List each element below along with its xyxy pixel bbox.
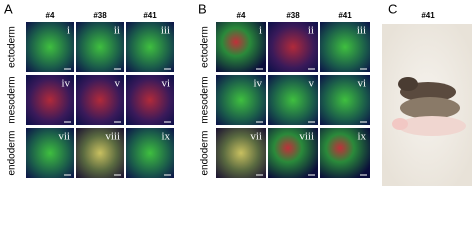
mouse (392, 118, 408, 130)
panel-numeral: ix (161, 131, 170, 143)
micrograph (268, 22, 318, 72)
panel-numeral: ii (114, 25, 120, 37)
micrograph (320, 75, 370, 125)
column-label: #38 (93, 11, 107, 20)
panel-numeral: i (67, 25, 70, 37)
panel-numeral: iv (253, 78, 262, 90)
micrograph (76, 22, 124, 72)
panel-numeral: vi (161, 78, 170, 90)
micrograph (126, 128, 174, 178)
panel-numeral: ii (308, 25, 314, 37)
panel-numeral: v (309, 78, 315, 90)
row-label: ectoderm (200, 26, 211, 68)
panel-numeral: iii (357, 25, 366, 37)
column-label: #41 (143, 11, 157, 20)
panel-numeral: iii (161, 25, 170, 37)
panel-label: C (388, 1, 397, 16)
panel-numeral: vii (250, 131, 262, 143)
row-label: endoderm (200, 130, 211, 175)
micrograph (320, 128, 370, 178)
micrograph (76, 128, 124, 178)
column-label: #38 (286, 11, 300, 20)
mouse (398, 77, 418, 91)
panel-numeral: ix (357, 131, 366, 143)
row-label: mesoderm (200, 76, 211, 123)
panel-numeral: iv (61, 78, 70, 90)
micrograph (26, 75, 74, 125)
micrograph (26, 22, 74, 72)
column-label: #41 (421, 11, 435, 20)
mouse (398, 116, 466, 136)
micrograph (126, 75, 174, 125)
panel-numeral: v (115, 78, 121, 90)
micrograph (76, 75, 124, 125)
column-label: #4 (237, 11, 246, 20)
micrograph (26, 128, 74, 178)
panel-numeral: i (259, 25, 262, 37)
panel-label: A (4, 1, 13, 16)
micrograph (216, 128, 266, 178)
row-label: endoderm (7, 130, 18, 175)
panel-numeral: vii (58, 131, 70, 143)
panel-numeral: viii (299, 131, 314, 143)
micrograph (268, 128, 318, 178)
panel-numeral: viii (105, 131, 120, 143)
micrograph (216, 75, 266, 125)
micrograph (320, 22, 370, 72)
micrograph (268, 75, 318, 125)
column-label: #41 (338, 11, 352, 20)
mouse (400, 97, 460, 119)
column-label: #4 (46, 11, 55, 20)
row-label: ectoderm (7, 26, 18, 68)
panel-label: B (198, 1, 207, 16)
micrograph (216, 22, 266, 72)
row-label: mesoderm (7, 76, 18, 123)
micrograph (126, 22, 174, 72)
panel-numeral: vi (357, 78, 366, 90)
